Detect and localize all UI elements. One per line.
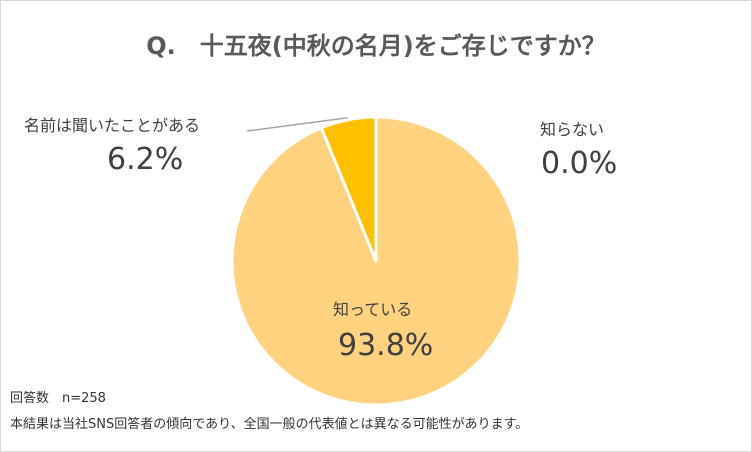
slice-label-unknown-value: 0.0% [541,146,618,181]
slice-label-know-name: 知っている [333,300,413,319]
slice-label-heard-name: 名前は聞いたことがある [24,116,201,135]
slice-label-heard-value: 6.2% [107,142,184,177]
chart-title: Q. 十五夜(中秋の名月)をご存じですか？ [146,32,606,60]
leader-line-heard [246,117,348,132]
pie-slice-heard [319,115,378,263]
disclaimer-note: 本結果は当社SNS回答者の傾向であり、全国一般の代表値とは異なる可能性があります… [10,417,529,432]
slice-label-know-value: 93.8% [338,328,434,363]
response-count-note: 回答数 n=258 [10,391,106,406]
slice-label-unknown-name: 知らない [540,120,605,139]
